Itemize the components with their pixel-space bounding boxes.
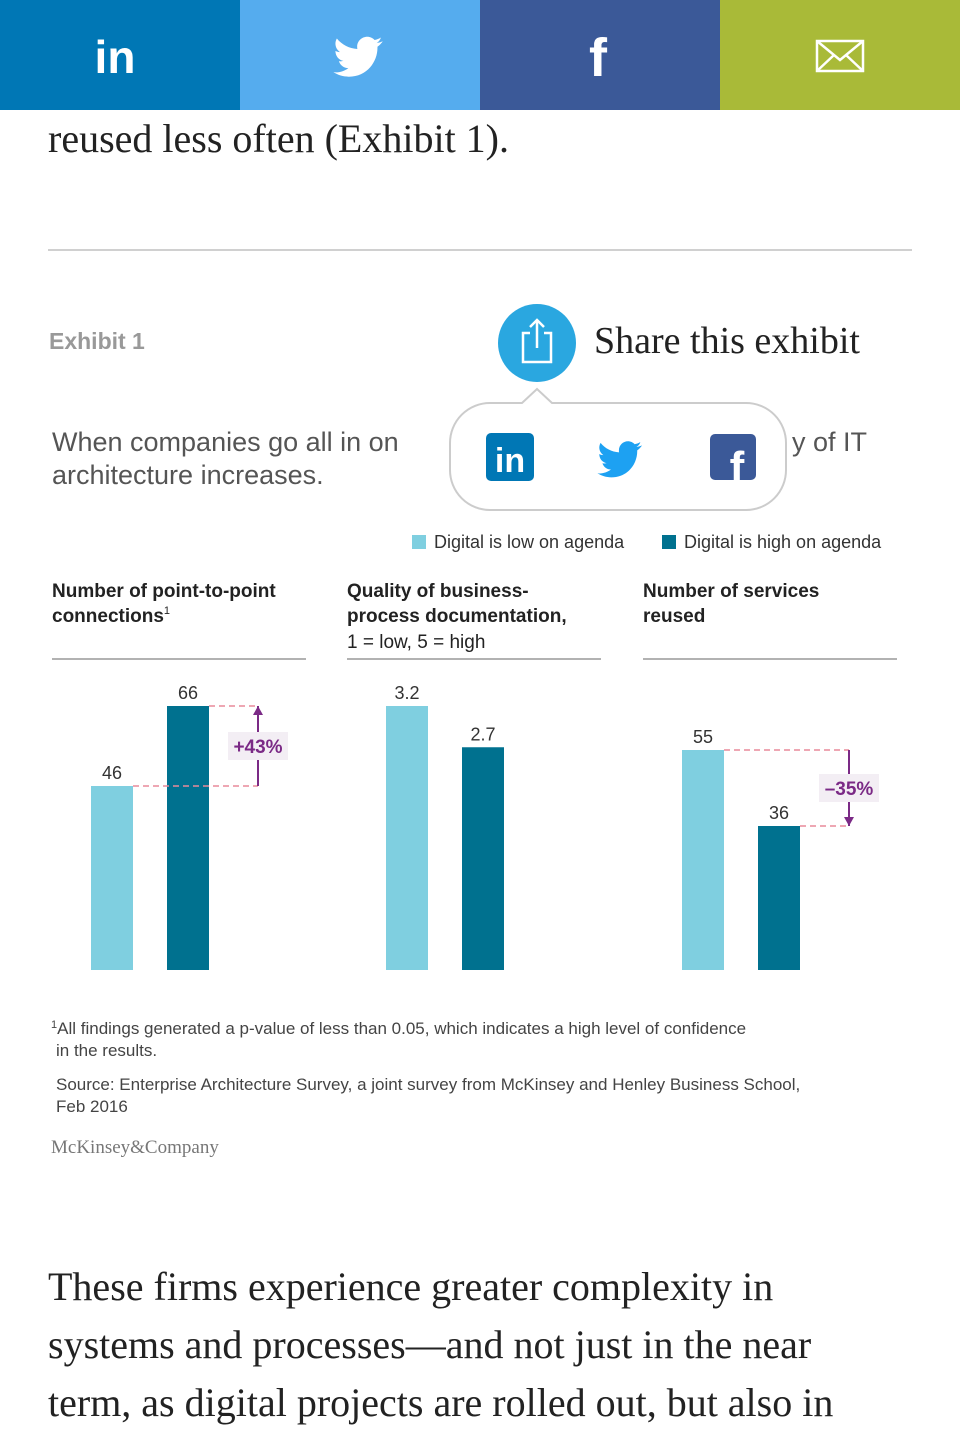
share-label[interactable]: Share this exhibit (594, 320, 860, 362)
source: Feb 2016 (56, 1097, 128, 1116)
value-label: 2.7 (470, 724, 495, 744)
popup-facebook[interactable] (710, 434, 756, 480)
email-share[interactable] (720, 0, 960, 110)
value-label: 3.2 (394, 683, 419, 703)
popup-twitter[interactable] (597, 441, 642, 478)
exhibit-title: y of IT (792, 427, 867, 457)
annotation-arrowhead (253, 706, 263, 715)
legend-label: Digital is low on agenda (434, 532, 625, 552)
bar (682, 750, 724, 970)
bar (462, 747, 504, 970)
legend-swatch (662, 535, 676, 549)
footnote: in the results. (56, 1041, 157, 1060)
popup-linkedin[interactable] (486, 433, 534, 481)
source: Source: Enterprise Architecture Survey, … (56, 1075, 800, 1094)
popup-linkedin-icon[interactable]: in (495, 442, 525, 480)
value-label: 36 (769, 803, 789, 823)
annotation-bg (228, 732, 288, 760)
annotation-arrowhead (844, 817, 854, 826)
panel-title: reused (643, 606, 705, 627)
panel-title: Number of services (643, 581, 819, 602)
bar (167, 706, 209, 970)
annotation-label: –35% (825, 779, 874, 800)
share-button-icon[interactable] (521, 318, 553, 364)
annotation-label: +43% (233, 737, 282, 758)
body-text: These firms experience greater complexit… (48, 1264, 773, 1309)
footnote-text: All findings generated a p-value of less… (57, 1019, 746, 1038)
panel-title: Quality of business- (347, 581, 529, 602)
panel-title-text: Number of services (643, 581, 819, 602)
exhibit-title: When companies go all in on (52, 427, 399, 457)
panel-subtitle: 1 = low, 5 = high (347, 632, 485, 653)
linkedin-share[interactable] (0, 0, 240, 110)
email-icon[interactable] (815, 39, 865, 73)
panel-title: Number of point-to-point (52, 581, 276, 602)
value-label: 46 (102, 763, 122, 783)
exhibit-label: Exhibit 1 (49, 328, 145, 354)
popup-facebook-icon[interactable]: f (730, 443, 745, 492)
panel-title-note: 1 (164, 605, 170, 617)
linkedin-icon[interactable]: in (95, 31, 136, 83)
body-text: term, as digital projects are rolled out… (48, 1380, 833, 1425)
panel-title-text: Number of point-to-point (52, 581, 276, 602)
exhibit-title: architecture increases. (52, 460, 324, 490)
panel-title-text: connections (52, 606, 164, 627)
value-label: 55 (693, 727, 713, 747)
facebook-share[interactable] (480, 0, 720, 110)
bar (386, 706, 428, 970)
footnote: 1All findings generated a p-value of les… (51, 1019, 746, 1038)
panel-title-text: process documentation, (347, 606, 567, 627)
bar (758, 826, 800, 970)
footnote-mark: 1 (51, 1019, 57, 1031)
legend-swatch (412, 535, 426, 549)
panel-title-text: Quality of business- (347, 581, 529, 602)
bar (91, 786, 133, 970)
twitter-icon[interactable] (333, 36, 383, 77)
share-popup (449, 387, 787, 511)
panel-title: process documentation, (347, 606, 567, 627)
value-label: 66 (178, 683, 198, 703)
body-text: systems and processes—and not just in th… (48, 1322, 811, 1367)
panel-title-text: reused (643, 606, 705, 627)
legend-label: Digital is high on agenda (684, 532, 882, 552)
annotation-bg (819, 774, 879, 802)
article-text: reused less often (Exhibit 1). (48, 116, 509, 161)
facebook-icon[interactable]: f (589, 28, 608, 88)
brand: McKinsey&Company (51, 1137, 219, 1158)
panel-title: connections1 (52, 605, 170, 627)
